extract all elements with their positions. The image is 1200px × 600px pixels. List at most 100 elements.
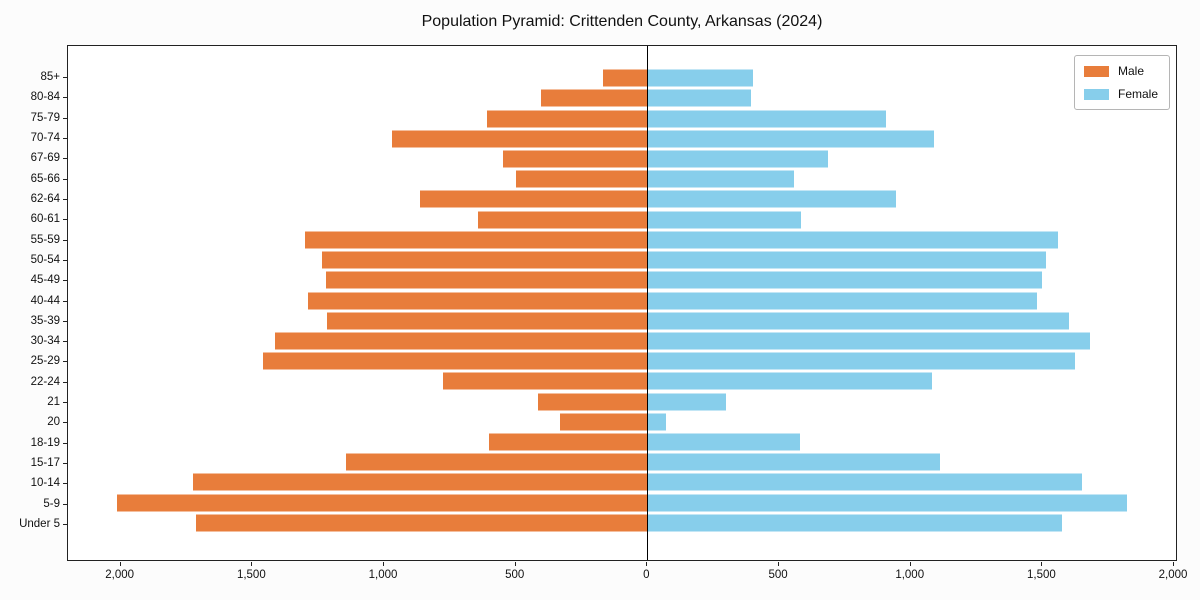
age-row bbox=[68, 290, 1176, 310]
y-tick-label: 35-39 bbox=[30, 314, 60, 327]
age-row bbox=[68, 493, 1176, 513]
female-bar bbox=[647, 110, 886, 128]
male-bar bbox=[502, 150, 648, 168]
male-bar bbox=[326, 271, 648, 289]
x-tick-label: 1,500 bbox=[236, 569, 266, 581]
y-tick-mark bbox=[63, 320, 67, 322]
y-tick-label: 75-79 bbox=[30, 111, 60, 124]
y-tick-label: 45-49 bbox=[30, 274, 60, 287]
female-bar bbox=[647, 150, 828, 168]
male-bar bbox=[602, 69, 648, 87]
age-row bbox=[68, 149, 1176, 169]
y-tick-mark bbox=[63, 158, 67, 160]
y-tick-label: 21 bbox=[47, 396, 60, 409]
x-tick-label: 2,000 bbox=[105, 569, 135, 581]
age-row bbox=[68, 250, 1176, 270]
x-tick-mark bbox=[778, 562, 780, 566]
age-row bbox=[68, 230, 1176, 250]
female-bar bbox=[647, 211, 802, 229]
y-tick-label: 15-17 bbox=[30, 456, 60, 469]
x-tick-mark bbox=[251, 562, 253, 566]
male-bar bbox=[391, 130, 648, 148]
y-tick-label: 40-44 bbox=[30, 294, 60, 307]
y-tick-label: 10-14 bbox=[30, 477, 60, 490]
x-tick-mark bbox=[1041, 562, 1043, 566]
plot-area: Male Female bbox=[67, 45, 1177, 561]
y-tick-label: 22-24 bbox=[30, 375, 60, 388]
age-row bbox=[68, 392, 1176, 412]
male-bar bbox=[560, 413, 648, 431]
age-row bbox=[68, 432, 1176, 452]
y-tick-mark bbox=[63, 422, 67, 424]
y-tick-mark bbox=[63, 219, 67, 221]
bar-rows-container bbox=[68, 68, 1176, 533]
y-tick-mark bbox=[63, 361, 67, 363]
age-row bbox=[68, 331, 1176, 351]
y-tick-label: 55-59 bbox=[30, 233, 60, 246]
female-bar bbox=[647, 473, 1082, 491]
male-bar bbox=[515, 170, 648, 188]
male-bar bbox=[486, 110, 648, 128]
y-tick-label: 60-61 bbox=[30, 213, 60, 226]
y-tick-mark bbox=[63, 117, 67, 119]
y-tick-mark bbox=[63, 341, 67, 343]
y-tick-label: 18-19 bbox=[30, 436, 60, 449]
y-tick-mark bbox=[63, 198, 67, 200]
x-tick-mark bbox=[1173, 562, 1175, 566]
y-tick-mark bbox=[63, 483, 67, 485]
male-bar bbox=[327, 312, 648, 330]
x-tick-mark bbox=[909, 562, 911, 566]
y-tick-mark bbox=[63, 259, 67, 261]
age-row bbox=[68, 311, 1176, 331]
male-bar bbox=[193, 473, 648, 491]
age-row bbox=[68, 169, 1176, 189]
male-bar bbox=[477, 211, 648, 229]
y-tick-label: 5-9 bbox=[43, 497, 60, 510]
male-legend-swatch-icon bbox=[1083, 65, 1109, 77]
y-tick-mark bbox=[63, 280, 67, 282]
x-tick-mark bbox=[383, 562, 384, 566]
y-tick-mark bbox=[63, 77, 67, 79]
age-row bbox=[68, 351, 1176, 371]
female-bar bbox=[647, 170, 794, 188]
y-tick-label: 25-29 bbox=[30, 355, 60, 368]
y-tick-label: 62-64 bbox=[30, 192, 60, 205]
y-tick-mark bbox=[63, 97, 67, 99]
y-tick-label: 70-74 bbox=[30, 132, 60, 145]
y-tick-mark bbox=[63, 178, 67, 180]
age-row bbox=[68, 452, 1176, 472]
x-tick-label: 1,000 bbox=[895, 569, 925, 581]
legend-label-male: Male bbox=[1117, 64, 1144, 78]
male-bar bbox=[322, 251, 648, 269]
y-tick-mark bbox=[63, 300, 67, 302]
female-bar bbox=[647, 231, 1059, 249]
legend: Male Female bbox=[1073, 55, 1170, 110]
x-tick-label: 0 bbox=[643, 569, 650, 581]
age-row bbox=[68, 108, 1176, 128]
age-row bbox=[68, 210, 1176, 230]
female-bar bbox=[647, 393, 727, 411]
x-tick-mark bbox=[514, 562, 516, 566]
y-tick-label: 67-69 bbox=[30, 152, 60, 165]
y-tick-mark bbox=[63, 138, 67, 140]
male-bar bbox=[538, 393, 648, 411]
age-row bbox=[68, 129, 1176, 149]
female-bar bbox=[647, 494, 1127, 512]
male-bar bbox=[345, 453, 648, 471]
x-tick-label: 2,000 bbox=[1158, 569, 1188, 581]
x-tick-label: 500 bbox=[768, 569, 788, 581]
chart-title: Population Pyramid: Crittenden County, A… bbox=[421, 13, 823, 30]
female-bar bbox=[647, 413, 666, 431]
y-tick-mark bbox=[63, 462, 67, 464]
female-bar bbox=[647, 332, 1090, 350]
y-tick-mark bbox=[63, 523, 67, 525]
age-row bbox=[68, 412, 1176, 432]
male-bar bbox=[443, 372, 648, 390]
x-tick-label: 1,500 bbox=[1026, 569, 1056, 581]
female-bar bbox=[647, 352, 1076, 370]
x-tick-label: 1,000 bbox=[368, 569, 398, 581]
female-bar bbox=[647, 453, 940, 471]
male-bar bbox=[540, 89, 648, 107]
female-bar bbox=[647, 69, 753, 87]
y-tick-label: 50-54 bbox=[30, 253, 60, 266]
